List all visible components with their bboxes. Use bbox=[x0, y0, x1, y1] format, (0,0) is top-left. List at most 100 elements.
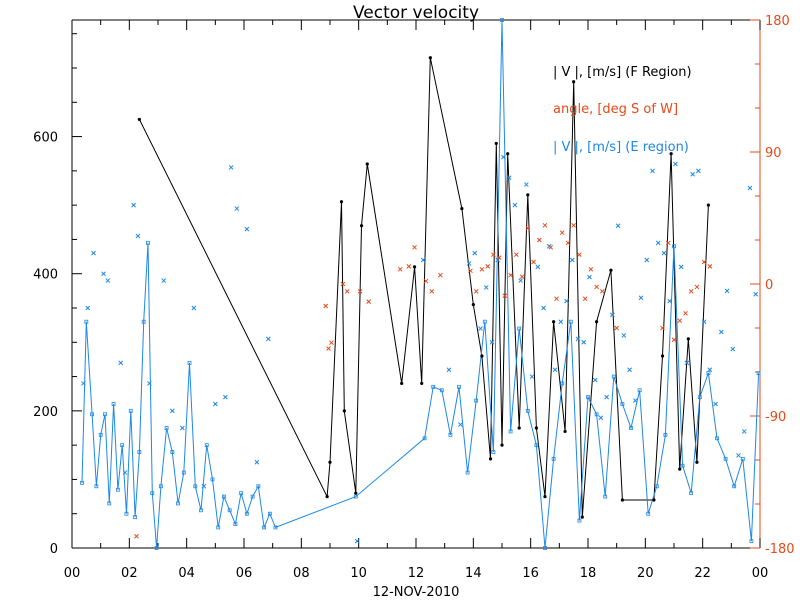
cross-stroke-b bbox=[747, 185, 753, 191]
cross-stroke-b bbox=[671, 337, 677, 343]
f-region-point bbox=[609, 268, 613, 272]
e-region-scatter-point bbox=[541, 305, 546, 311]
x-tick-label: 18 bbox=[580, 566, 597, 581]
e-region-line-point bbox=[732, 484, 737, 489]
angle-point bbox=[519, 274, 525, 280]
cross-stroke-b bbox=[478, 326, 483, 331]
e-region-line-point bbox=[560, 381, 565, 386]
cross-stroke-b bbox=[429, 288, 435, 294]
angle-point bbox=[531, 259, 536, 265]
cross-stroke-b bbox=[599, 288, 605, 294]
cross-stroke-b bbox=[592, 377, 598, 383]
e-region-line-point bbox=[210, 477, 215, 482]
e-region-line-point bbox=[90, 412, 94, 417]
cross-stroke-b bbox=[423, 278, 429, 284]
e-region-scatter-point bbox=[472, 250, 478, 256]
e-region-scatter-point bbox=[661, 250, 667, 256]
f-region-point bbox=[359, 224, 364, 228]
e-region-line-point bbox=[620, 402, 625, 406]
e-region-scatter-point bbox=[169, 408, 175, 414]
e-region-line-point bbox=[697, 395, 702, 400]
e-region-scatter-point bbox=[266, 336, 271, 342]
cross-stroke-b bbox=[535, 264, 541, 270]
f-region-point bbox=[325, 494, 329, 499]
e-region-line-point bbox=[176, 501, 180, 506]
cross-stroke-b bbox=[554, 296, 559, 302]
cross-stroke-b bbox=[483, 285, 489, 290]
cross-stroke-b bbox=[466, 261, 472, 266]
legend-angle: angle, [deg S of W] bbox=[553, 102, 678, 117]
cross-stroke-b bbox=[412, 244, 417, 250]
angle-point bbox=[513, 252, 519, 258]
e-region-line-point bbox=[629, 426, 633, 430]
cross-stroke-b bbox=[458, 422, 463, 427]
f-region-point bbox=[669, 152, 673, 156]
cross-stroke-b bbox=[180, 425, 185, 431]
e-region-line-point bbox=[457, 384, 461, 389]
f-region-point bbox=[488, 457, 493, 461]
e-region-scatter-point bbox=[684, 360, 690, 366]
e-region-scatter-point bbox=[587, 274, 592, 280]
f-region-point bbox=[428, 56, 432, 60]
cross-stroke-b bbox=[627, 367, 632, 373]
cross-stroke-b bbox=[736, 453, 741, 458]
e-region-scatter-point bbox=[101, 271, 106, 277]
e-region-scatter-point bbox=[446, 367, 452, 373]
e-region-line-point bbox=[193, 484, 198, 489]
e-region-scatter-point bbox=[627, 367, 632, 373]
angle-point bbox=[571, 222, 577, 228]
right-y-tick-label: 0 bbox=[765, 278, 773, 293]
e-region-scatter-point bbox=[478, 326, 483, 331]
left-y-tick-label: 600 bbox=[33, 131, 58, 146]
e-region-line-point bbox=[137, 450, 142, 454]
cross-stroke-b bbox=[354, 538, 360, 544]
angle-point bbox=[525, 225, 531, 231]
left-y-tick-label: 200 bbox=[33, 405, 58, 420]
cross-stroke-b bbox=[632, 398, 638, 403]
cross-stroke-b bbox=[406, 264, 412, 269]
e-region-scatter-point bbox=[621, 333, 627, 338]
right-y-tick-label: -90 bbox=[765, 410, 786, 425]
cross-stroke-b bbox=[542, 222, 548, 228]
f-region-point bbox=[412, 265, 417, 269]
left-y-tick-label: 400 bbox=[33, 268, 58, 283]
cross-stroke-b bbox=[489, 339, 495, 345]
legend: | V |, [m/s] (F Region) angle, [deg S of… bbox=[553, 65, 692, 155]
cross-stroke-b bbox=[701, 259, 707, 265]
f-region-point bbox=[552, 320, 556, 324]
cross-stroke-b bbox=[254, 459, 260, 465]
cross-stroke-b bbox=[134, 533, 139, 539]
e-region-line-point bbox=[611, 374, 616, 379]
f-region-point bbox=[517, 426, 521, 430]
angle-point bbox=[559, 230, 565, 236]
cross-stroke-b bbox=[559, 230, 565, 236]
right-y-tick-label: -180 bbox=[765, 542, 795, 557]
cross-stroke-b bbox=[598, 415, 604, 421]
cross-stroke-b bbox=[502, 293, 508, 299]
e-region-line-point bbox=[164, 426, 169, 430]
f-region-point bbox=[678, 467, 682, 471]
f-region-point bbox=[354, 491, 358, 495]
angle-point bbox=[366, 299, 372, 304]
e-region-line-point bbox=[543, 546, 547, 550]
e-region-line-point bbox=[723, 456, 728, 461]
x-tick-label: 20 bbox=[637, 566, 654, 581]
e-region-line-point bbox=[158, 484, 163, 489]
angle-point bbox=[438, 272, 443, 278]
e-region-line-point bbox=[715, 436, 719, 441]
f-region-point bbox=[695, 460, 699, 464]
e-region-line-point bbox=[187, 360, 192, 365]
angle-point bbox=[688, 288, 694, 294]
e-region-line-point bbox=[199, 508, 203, 513]
e-region-line-point bbox=[107, 501, 112, 506]
f-region-point bbox=[526, 193, 530, 197]
e-region-scatter-point bbox=[458, 422, 463, 427]
angle-point bbox=[491, 252, 496, 258]
cross-stroke-b bbox=[512, 202, 518, 208]
x-tick-label: 22 bbox=[694, 566, 711, 581]
cross-stroke-b bbox=[496, 255, 502, 260]
e-region-scatter-point bbox=[228, 165, 234, 170]
x-tick-label: 06 bbox=[236, 566, 253, 581]
